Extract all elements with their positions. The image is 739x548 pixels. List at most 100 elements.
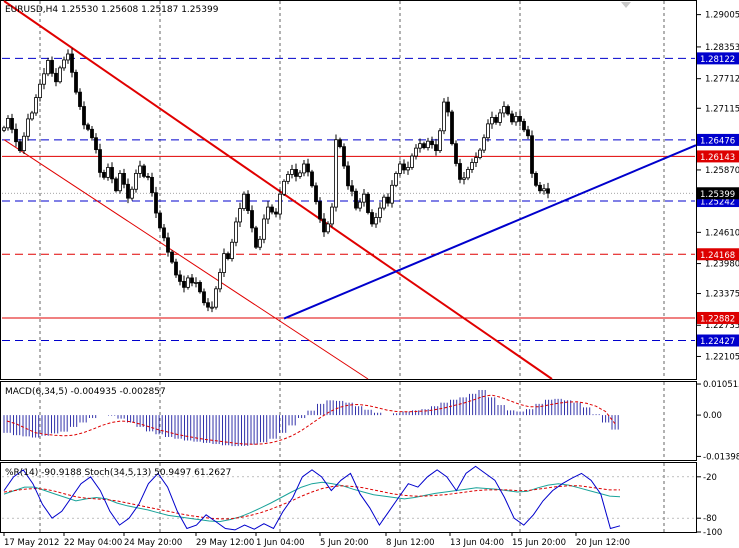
candle-body-54	[218, 272, 222, 290]
hline-label-bg-0	[697, 52, 739, 65]
price-line-labels: 1.28122 1.26476 1.26143 1.25242 1.24168 1.228…	[697, 52, 739, 347]
price-tick-label-8: 1.23980	[705, 260, 739, 270]
candle-body-22	[90, 128, 94, 139]
hline-label-bg-4	[697, 248, 739, 261]
candle-body-102	[410, 155, 414, 168]
candle-body-11	[46, 60, 50, 75]
candle-body-93	[374, 217, 378, 225]
current-price-label: 1.25399	[700, 190, 735, 200]
candle-body-20	[82, 106, 86, 126]
candle-body-106	[426, 140, 430, 149]
price-candles	[2, 48, 550, 313]
candle-body-64	[258, 238, 262, 248]
candle-body-130	[522, 120, 526, 131]
candle-body-136	[546, 188, 550, 194]
time-tick-label-9: 20 Jun 12:00	[576, 538, 630, 548]
candle-body-27	[110, 167, 114, 180]
candle-body-26	[106, 167, 110, 178]
macd-histogram	[3, 389, 619, 447]
candle-body-45	[182, 281, 186, 288]
candle-body-38	[154, 192, 158, 214]
candle-body-119	[478, 149, 482, 158]
hline-label-2: 1.26143	[700, 153, 735, 163]
osc-tick-label-0: -20	[703, 473, 717, 483]
candle-body-72	[290, 169, 294, 175]
candle-body-35	[142, 165, 146, 177]
oscillator-grid	[2, 463, 695, 532]
candle-body-56	[226, 253, 230, 260]
candle-body-117	[470, 162, 474, 170]
candle-body-43	[174, 261, 178, 276]
osc-tick-label-1: -80	[703, 514, 717, 524]
hline-label-3: 1.25242	[700, 198, 735, 208]
candle-body-18	[74, 71, 78, 93]
candle-body-76	[306, 163, 310, 173]
candle-body-103	[414, 147, 418, 157]
candle-body-85	[342, 146, 346, 167]
osc-tick-label-2: -100	[703, 528, 722, 538]
candle-body-39	[158, 212, 162, 229]
candle-body-48	[194, 281, 198, 284]
candle-body-66	[266, 206, 270, 220]
time-tick-label-5: 5 Jun 20:00	[320, 538, 369, 548]
candle-body-14	[58, 67, 62, 83]
candle-body-24	[98, 149, 102, 173]
candle-body-5	[22, 135, 26, 152]
oscillator-panel-title: %R(14) -90.9188 Stoch(34,5,13) 50.9497 6…	[5, 468, 231, 478]
candle-body-82	[330, 206, 334, 225]
candle-body-60	[242, 193, 246, 209]
candle-body-6	[26, 118, 30, 137]
candle-body-52	[210, 306, 214, 309]
window-arrow-icon[interactable]	[621, 2, 631, 8]
time-tick-label-7: 13 Jun 04:00	[450, 538, 504, 548]
candle-body-118	[474, 157, 478, 163]
candle-body-62	[250, 210, 254, 229]
candle-body-104	[418, 143, 422, 149]
candle-body-0	[2, 127, 6, 131]
candle-body-67	[270, 206, 274, 213]
price-tick-label-11: 1.22105	[705, 352, 739, 362]
candle-body-36	[146, 175, 150, 178]
candle-body-3	[14, 128, 18, 143]
candle-body-69	[278, 193, 282, 215]
hline-label-bg-5	[697, 311, 739, 324]
candle-body-121	[486, 123, 490, 139]
macd-panel: MACD(6,34,5) -0.004935 -0.002857 0.01051…	[0, 380, 739, 462]
candle-body-133	[534, 173, 538, 186]
time-tick-label-6: 8 Jun 12:00	[386, 538, 435, 548]
candle-body-51	[206, 302, 210, 308]
candle-body-75	[302, 163, 306, 174]
candle-body-128	[514, 116, 518, 123]
candle-body-47	[190, 277, 194, 284]
candle-body-68	[274, 211, 278, 215]
candle-body-124	[498, 112, 502, 123]
candle-body-29	[118, 173, 122, 192]
candle-body-15	[62, 59, 66, 69]
macd-tick-label-2: -0.01398	[703, 452, 739, 462]
candle-body-116	[466, 169, 470, 179]
candle-body-78	[314, 185, 318, 203]
candle-body-53	[214, 288, 218, 308]
hline-label-0: 1.28122	[700, 55, 735, 65]
hline-label-5: 1.22882	[700, 314, 735, 324]
candle-body-113	[454, 143, 458, 164]
price-panel-title: EURUSD,H4 1.25530 1.25608 1.25187 1.2539…	[5, 5, 219, 15]
candle-body-80	[322, 218, 326, 233]
price-trendlines	[3, 0, 697, 380]
price-tick-label-7: 1.24610	[705, 228, 739, 238]
candle-body-16	[66, 53, 70, 61]
time-tick-label-0: 17 May 2012	[4, 538, 59, 548]
candle-body-84	[338, 139, 342, 148]
candle-body-125	[502, 106, 506, 114]
candle-body-90	[362, 193, 366, 203]
candle-body-127	[510, 113, 514, 123]
candle-body-95	[382, 196, 386, 209]
candle-body-114	[458, 163, 462, 180]
candle-body-40	[162, 227, 166, 239]
candle-body-33	[134, 173, 138, 190]
candle-body-50	[202, 291, 206, 304]
candle-body-44	[178, 274, 182, 282]
candle-body-101	[406, 167, 410, 171]
candle-body-4	[18, 141, 22, 152]
